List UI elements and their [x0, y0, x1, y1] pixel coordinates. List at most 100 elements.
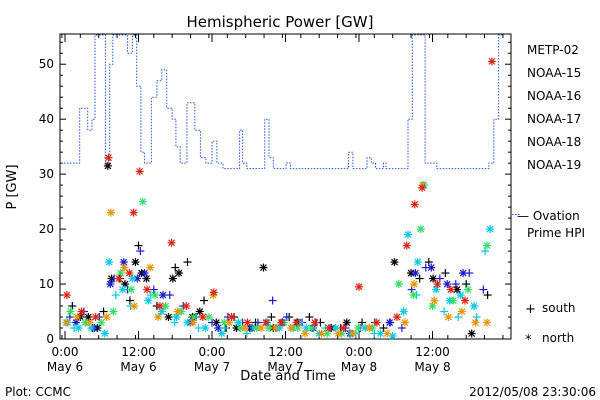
north-point	[85, 318, 94, 327]
ovation-series-line	[61, 34, 503, 170]
south-point	[440, 307, 449, 316]
south-point	[194, 324, 203, 333]
north-point	[173, 307, 182, 316]
south-point	[111, 291, 120, 300]
north-point	[146, 263, 155, 272]
north-point	[189, 318, 198, 327]
north-point	[129, 208, 138, 217]
north-point	[182, 302, 191, 311]
north-point	[73, 313, 82, 322]
south-point	[454, 313, 463, 322]
north-point	[155, 302, 164, 311]
north-point	[167, 238, 176, 247]
north-point	[342, 318, 351, 327]
north-point	[354, 324, 363, 333]
x-tick-date-label: May 8	[414, 360, 450, 374]
y-tick-label: 10	[39, 277, 54, 291]
north-point	[91, 313, 100, 322]
north-point	[271, 324, 280, 333]
north-point	[227, 313, 236, 322]
north-point	[164, 313, 173, 322]
x-tick-time-label: 12:00	[415, 345, 450, 359]
x-tick-date-label: May 7	[267, 360, 303, 374]
y-tick-label: 30	[39, 167, 54, 181]
north-point	[470, 302, 479, 311]
footer-timestamp: 2012/05/08 23:30:06	[469, 385, 596, 399]
north-point	[449, 296, 458, 305]
y-tick-label: 50	[39, 57, 54, 71]
x-axis-label: Date and Time	[240, 369, 336, 384]
x-tick-time-label: 0:00	[52, 345, 79, 359]
x-tick-date-label: May 7	[194, 360, 230, 374]
north-point	[97, 318, 106, 327]
north-point	[198, 313, 207, 322]
north-point	[413, 258, 422, 267]
south-point	[149, 285, 158, 294]
x-tick-time-label: 12:00	[121, 345, 156, 359]
south-point	[165, 291, 174, 300]
north-point	[486, 225, 495, 234]
north-point	[390, 258, 399, 267]
south-point	[170, 318, 179, 327]
north-point	[62, 291, 71, 300]
north-point	[383, 329, 392, 338]
north-point	[372, 318, 381, 327]
north-point	[62, 318, 71, 327]
south-point	[268, 296, 277, 305]
legend-item-noaa-16: NOAA-16	[527, 89, 581, 103]
x-tick-time-label: 0:00	[346, 345, 373, 359]
north-point	[209, 288, 218, 297]
north-point	[168, 274, 177, 283]
x-tick-time-label: 0:00	[199, 345, 226, 359]
north-point	[100, 329, 109, 338]
north-point	[301, 329, 310, 338]
north-point	[427, 263, 436, 272]
north-point	[399, 307, 408, 316]
legend-ovation-line1: — Ovation	[517, 209, 580, 223]
chart-title: Hemispheric Power [GW]	[187, 13, 374, 31]
north-point	[119, 258, 128, 267]
legend-south-symbol: +	[525, 302, 536, 317]
north-point	[143, 285, 152, 294]
north-point	[410, 200, 419, 209]
south-point	[136, 247, 145, 256]
legend-item-metp-02: METP-02	[527, 43, 579, 57]
north-point	[418, 183, 427, 192]
north-point	[87, 324, 96, 333]
south-point	[200, 296, 209, 305]
south-point	[370, 329, 379, 338]
north-point	[430, 296, 439, 305]
north-point	[118, 285, 127, 294]
north-point	[385, 318, 394, 327]
north-point	[277, 318, 286, 327]
north-point	[157, 307, 166, 316]
south-point	[415, 274, 424, 283]
north-point	[116, 269, 125, 278]
footer-plot-credit: Plot: CCMC	[5, 385, 71, 399]
north-point	[151, 291, 160, 300]
north-point	[394, 280, 403, 289]
y-tick-label: 20	[39, 222, 54, 236]
north-point	[261, 318, 270, 327]
north-point	[174, 269, 183, 278]
north-point	[292, 318, 301, 327]
north-point	[400, 318, 409, 327]
north-point	[142, 274, 151, 283]
north-point	[411, 269, 420, 278]
north-point	[131, 258, 140, 267]
north-point	[467, 329, 476, 338]
north-point	[429, 274, 438, 283]
north-point	[404, 230, 412, 239]
north-point	[189, 313, 198, 322]
north-point	[348, 329, 357, 338]
north-point	[339, 324, 348, 333]
north-point	[120, 263, 129, 272]
legend: METP-02 NOAA-15 NOAA-16 NOAA-17 NOAA-18 …	[517, 43, 585, 348]
north-point	[317, 329, 326, 338]
north-point	[392, 313, 401, 322]
legend-ovation-line2: Prime HPI	[527, 226, 585, 240]
north-point	[102, 313, 111, 322]
south-point	[479, 285, 488, 294]
